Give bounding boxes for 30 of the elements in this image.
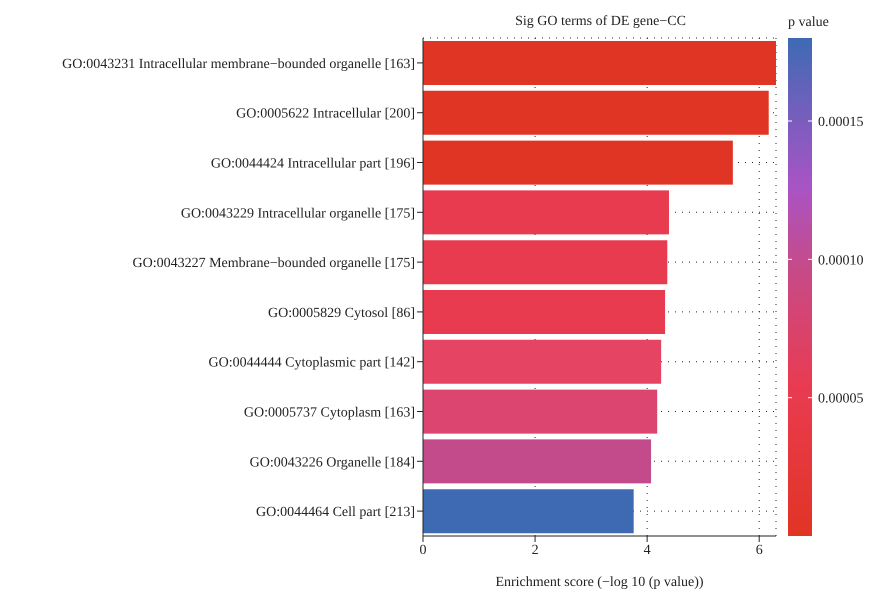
y-tick-label: GO:0043229 Intracellular organelle [175]	[180, 206, 415, 222]
bar	[423, 140, 733, 185]
y-tick-label: GO:0005622 Intracellular [200]	[236, 106, 415, 122]
y-tick-label: GO:0005737 Cytoplasm [163]	[244, 405, 415, 420]
chart-title: Sig GO terms of DE gene−CC	[514, 14, 687, 30]
bar	[423, 40, 776, 85]
x-axis-title: Enrichment score (−log 10 (p value))	[495, 575, 704, 590]
y-tick-label: GO:0044464 Cell part [213]	[256, 505, 415, 520]
y-tick-label: GO:0005829 Cytosol [86]	[268, 306, 415, 321]
y-tick-label: GO:0043227 Membrane−bounded organelle [175]	[132, 256, 415, 272]
color-bar-label: 0.00015	[818, 115, 864, 130]
bar	[423, 390, 658, 434]
bar	[423, 439, 652, 484]
bar	[423, 489, 634, 534]
x-tick-label: 2	[532, 542, 539, 558]
color-bar-title: p value	[788, 15, 829, 30]
x-tick-label: 0	[420, 542, 426, 558]
y-tick-label: GO:0043226 Organelle [184]	[250, 455, 415, 470]
color-bar-label: 0.00010	[818, 253, 864, 268]
bar	[423, 190, 669, 234]
bar	[423, 290, 666, 334]
bar	[423, 240, 668, 284]
y-tick-label: GO:0043231 Intracellular membrane−bounded organelle [163]	[62, 56, 415, 72]
y-tick-label: GO:0044444 Cytoplasmic part [142]	[208, 356, 415, 371]
bar	[423, 340, 662, 384]
bar	[423, 90, 769, 135]
color-bar-label: 0.00005	[818, 392, 864, 407]
y-tick-label: GO:0044424 Intracellular part [196]	[210, 156, 415, 172]
x-tick-label: 4	[644, 542, 651, 558]
x-tick-label: 6	[756, 542, 763, 558]
